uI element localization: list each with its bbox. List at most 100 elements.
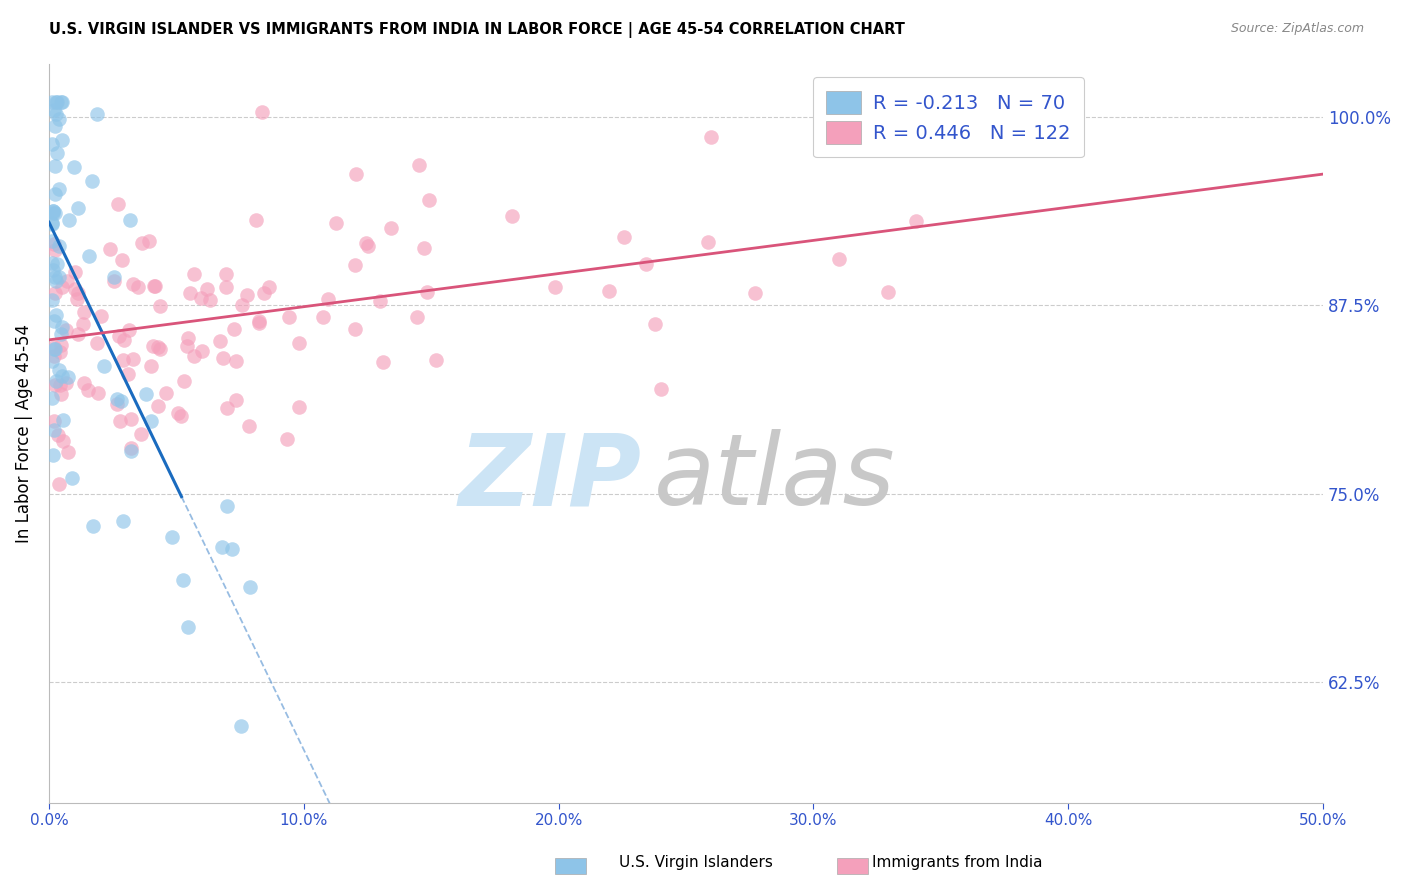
Point — [143, 279, 166, 293]
Point — [48, 363, 70, 377]
Point — [127, 280, 149, 294]
Point — [215, 280, 238, 294]
Point — [41, 216, 63, 230]
Point — [650, 382, 672, 396]
Point — [63, 161, 86, 175]
Point — [93, 359, 115, 373]
Point — [155, 385, 177, 400]
Point — [250, 104, 273, 119]
Point — [42, 448, 65, 462]
Point — [52, 413, 75, 427]
Point — [45, 95, 67, 109]
Point — [49, 338, 72, 352]
Point — [222, 322, 245, 336]
Point — [42, 204, 65, 219]
Point — [48, 269, 70, 284]
Point — [111, 352, 134, 367]
Point — [44, 159, 66, 173]
Point — [112, 333, 135, 347]
Point — [177, 331, 200, 345]
Point — [149, 343, 172, 357]
Point — [208, 334, 231, 349]
Point — [73, 376, 96, 390]
Point — [312, 310, 335, 325]
Point — [217, 499, 239, 513]
Point — [45, 146, 67, 161]
Point — [48, 477, 70, 491]
Point — [49, 95, 72, 109]
Point — [197, 282, 219, 296]
Point — [406, 310, 429, 325]
Point — [368, 293, 391, 308]
Point — [41, 95, 63, 109]
Point — [44, 314, 66, 328]
Point — [177, 620, 200, 634]
Point — [146, 340, 169, 354]
Point — [49, 377, 72, 392]
Point — [160, 530, 183, 544]
Point — [744, 286, 766, 301]
Point — [215, 401, 238, 415]
Point — [110, 393, 132, 408]
Point — [77, 383, 100, 397]
Point — [183, 268, 205, 282]
Point — [111, 253, 134, 268]
Point — [598, 284, 620, 298]
Point — [238, 580, 260, 594]
Point — [215, 267, 238, 281]
Point — [65, 282, 87, 296]
Point — [276, 433, 298, 447]
Point — [118, 213, 141, 227]
Point — [52, 434, 75, 448]
Point — [103, 270, 125, 285]
Point — [44, 243, 66, 257]
Point — [98, 242, 121, 256]
Point — [380, 221, 402, 235]
Point — [45, 309, 67, 323]
Point — [41, 137, 63, 152]
Point — [41, 217, 63, 231]
Point — [42, 206, 65, 220]
Y-axis label: In Labor Force | Age 45-54: In Labor Force | Age 45-54 — [15, 324, 32, 543]
Point — [343, 258, 366, 272]
Point — [48, 182, 70, 196]
Point — [44, 270, 66, 285]
Point — [120, 443, 142, 458]
Point — [55, 274, 77, 288]
Point — [120, 412, 142, 426]
Text: U.S. Virgin Islanders: U.S. Virgin Islanders — [619, 855, 772, 870]
Point — [42, 415, 65, 429]
Point — [56, 445, 79, 459]
Point — [245, 212, 267, 227]
Point — [49, 327, 72, 342]
Point — [408, 158, 430, 172]
Text: atlas: atlas — [654, 429, 896, 526]
Point — [613, 230, 636, 244]
Point — [45, 374, 67, 388]
Point — [51, 387, 73, 401]
Point — [190, 291, 212, 305]
Point — [42, 342, 65, 356]
Point — [257, 279, 280, 293]
Point — [143, 278, 166, 293]
Point — [316, 292, 339, 306]
Point — [107, 196, 129, 211]
Point — [425, 353, 447, 368]
Point — [103, 274, 125, 288]
Point — [48, 112, 70, 126]
Point — [90, 309, 112, 323]
Point — [373, 355, 395, 369]
Point — [44, 285, 66, 300]
Point — [700, 130, 723, 145]
Text: Source: ZipAtlas.com: Source: ZipAtlas.com — [1230, 22, 1364, 36]
Point — [141, 359, 163, 373]
Point — [225, 354, 247, 368]
Point — [253, 285, 276, 300]
Point — [191, 344, 214, 359]
Point — [45, 274, 67, 288]
Point — [51, 133, 73, 147]
Point — [82, 173, 104, 187]
Point — [67, 285, 90, 300]
Point — [344, 167, 367, 181]
Point — [67, 201, 90, 215]
